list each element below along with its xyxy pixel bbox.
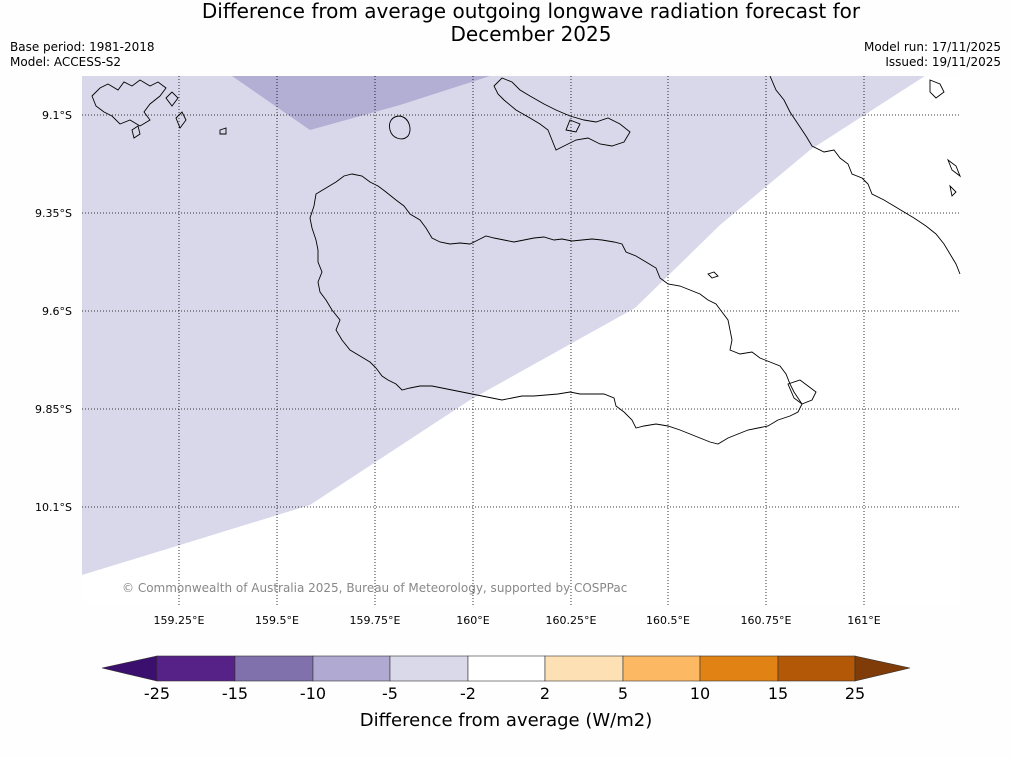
lat-label: 9.35°S [35,207,72,220]
colorbar-tick-label: -10 [300,684,326,703]
coastline-northwest-islands [91,79,187,139]
colorbar [101,655,911,682]
colorbar-extend-high [854,655,911,682]
colorbar-segment [312,655,391,682]
coastline-islet-1 [389,115,411,140]
base-period-text: Base period: 1981-2018 [10,40,155,54]
colorbar-title: Difference from average (W/m2) [360,710,652,731]
colorbar-segment [622,655,701,682]
meta-left: Base period: 1981-2018 Model: ACCESS-S2 [10,40,155,70]
colorbar-segment [699,655,779,682]
meta-right: Model run: 17/11/2025 Issued: 19/11/2025 [864,40,1001,70]
colorbar-tick-label: 15 [768,684,788,703]
anomaly-region-light [82,76,925,575]
lat-label: 9.1°S [42,109,72,122]
issued-text: Issued: 19/11/2025 [885,55,1001,69]
map-title: Difference from average outgoing longwav… [0,0,1011,46]
colorbar-segment [777,655,856,682]
coastlines [91,76,961,445]
gridlines [82,76,961,606]
coastline-main-island [309,173,803,445]
coastline-islet-3 [219,127,227,135]
lon-label: 160°E [456,614,489,627]
coastline-islet-2 [707,271,719,279]
lat-label: 10.1°S [35,501,72,514]
colorbar-extend-low [101,655,158,682]
colorbar-tick-label: 5 [618,684,628,703]
coastline-east-islets [787,79,961,405]
model-run-text: Model run: 17/11/2025 [863,40,1001,54]
title-line-2: December 2025 [450,22,612,46]
coastline-north-islands [493,77,631,151]
colorbar-segment [467,655,546,682]
colorbar-tick-label: -5 [382,684,398,703]
colorbar-segment [389,655,469,682]
lon-label: 159.5°E [255,614,299,627]
colorbar-tick-label: -15 [222,684,248,703]
colorbar-ticks: -25 -15 -10 -5 -2 2 5 10 15 25 [144,684,865,703]
colorbar-tick-label: 25 [845,684,865,703]
title-line-1: Difference from average outgoing longwav… [201,0,861,23]
colorbar-tick-label: 2 [540,684,550,703]
lon-label: 161°E [847,614,880,627]
coastline-northeast [769,76,961,275]
lon-label: 160.75°E [741,614,792,627]
lon-label: 159.25°E [154,614,205,627]
longitude-labels: 159.25°E 159.5°E 159.75°E 160°E 160.25°E… [154,614,881,627]
colorbar-segment [544,655,624,682]
lon-label: 159.75°E [350,614,401,627]
anomaly-region-medium [232,76,490,130]
lon-label: 160.5°E [646,614,690,627]
lat-label: 9.85°S [35,403,72,416]
colorbar-segment [234,655,314,682]
latitude-labels: 9.1°S 9.35°S 9.6°S 9.85°S 10.1°S [35,109,72,514]
colorbar-tick-label: 10 [690,684,710,703]
colorbar-tick-label: -2 [460,684,476,703]
copyright-notice: © Commonwealth of Australia 2025, Bureau… [122,581,627,595]
lat-label: 9.6°S [42,305,72,318]
colorbar-tick-label: -25 [144,684,170,703]
model-text: Model: ACCESS-S2 [10,55,122,69]
lon-label: 160.25°E [546,614,597,627]
colorbar-segment [156,655,236,682]
